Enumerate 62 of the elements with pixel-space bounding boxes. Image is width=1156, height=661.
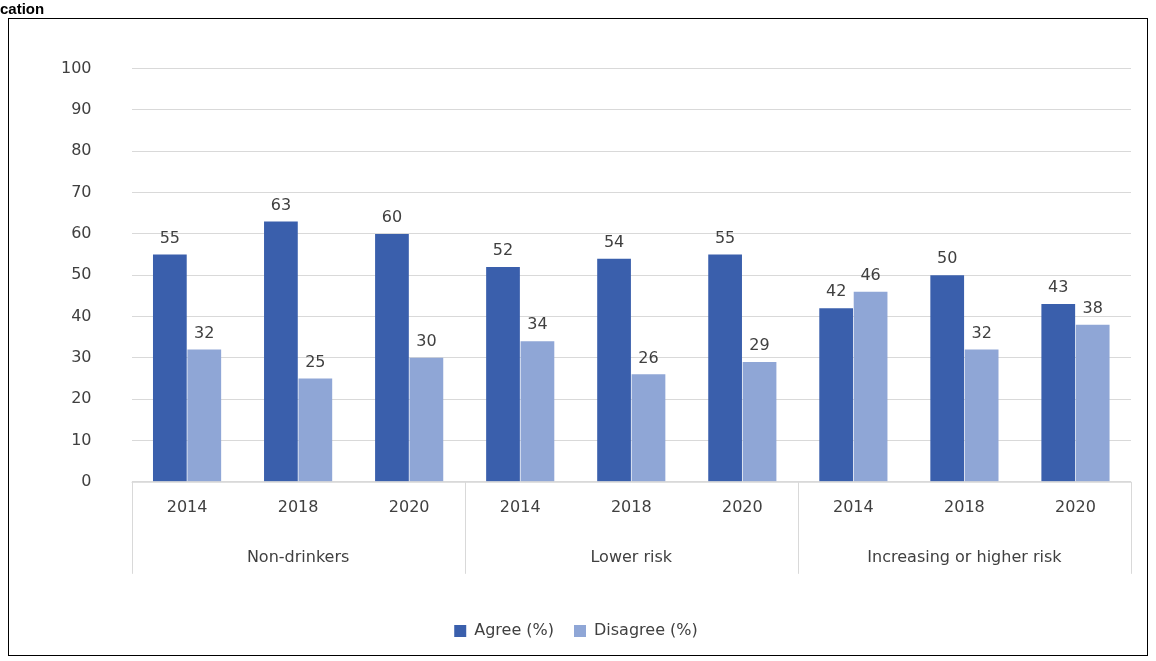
data-label: 52	[492, 240, 514, 260]
x-tick-label: 2018	[277, 496, 319, 516]
y-tick-label: 90	[71, 99, 92, 119]
data-label: 34	[527, 314, 548, 334]
y-tick-label: 0	[81, 470, 92, 490]
bar	[819, 308, 854, 482]
x-tick-label: 2020	[1055, 496, 1096, 516]
legend-label: Disagree (%)	[594, 620, 698, 640]
data-label: 26	[638, 347, 659, 367]
x-tick-label: 2014	[833, 496, 874, 516]
bar	[853, 291, 888, 482]
x-tick-label: 2020	[388, 496, 430, 516]
data-label: 55	[159, 227, 181, 247]
data-label: 50	[937, 248, 958, 268]
data-label: 32	[971, 322, 992, 342]
bar	[409, 357, 444, 482]
data-label: 63	[270, 194, 292, 214]
bar	[930, 275, 965, 482]
y-tick-label: 40	[71, 305, 92, 325]
y-tick-label: 20	[71, 388, 92, 408]
data-label: 38	[1082, 297, 1103, 317]
y-tick-label: 60	[71, 223, 92, 243]
text: Non-drinkers	[246, 546, 350, 566]
bar	[486, 266, 520, 482]
bar	[631, 374, 666, 482]
y-tick-label: 80	[71, 140, 92, 160]
data-label: 46	[860, 264, 881, 284]
chart-title: cation	[0, 0, 45, 17]
x-tick-label: 2014	[499, 496, 541, 516]
y-tick-label: 50	[71, 264, 92, 284]
data-label: 32	[194, 322, 215, 342]
bar	[520, 341, 555, 482]
x-tick-label: 2018	[610, 496, 652, 516]
bar	[298, 378, 333, 482]
bar	[264, 221, 298, 482]
data-label: 30	[416, 331, 437, 350]
legend-label: Agree (%)	[474, 620, 555, 640]
bar	[1041, 304, 1076, 482]
y-tick-label: 100	[60, 57, 92, 77]
bar	[742, 361, 777, 482]
bar	[187, 349, 222, 482]
bar	[152, 254, 187, 482]
x-tick-label: 2018	[944, 496, 985, 516]
data-label: 25	[305, 351, 326, 371]
data-label: 54	[603, 231, 625, 251]
bar	[964, 349, 999, 482]
x-tick-label: 2020	[721, 496, 763, 516]
y-tick-label: 70	[71, 181, 92, 201]
data-label: 29	[749, 335, 770, 355]
y-tick-label: 10	[71, 429, 92, 449]
text: Lower risk	[590, 546, 673, 566]
y-tick-label: 30	[71, 347, 92, 366]
text: Increasing or higher risk	[867, 546, 1063, 566]
bar	[1075, 324, 1110, 482]
data-label: 55	[714, 227, 736, 247]
bar	[708, 254, 742, 482]
data-label: 42	[825, 281, 847, 301]
bar	[375, 233, 409, 482]
data-label: 60	[381, 207, 403, 227]
bar	[597, 258, 631, 482]
x-tick-label: 2014	[166, 496, 208, 516]
data-label: 43	[1048, 277, 1069, 297]
